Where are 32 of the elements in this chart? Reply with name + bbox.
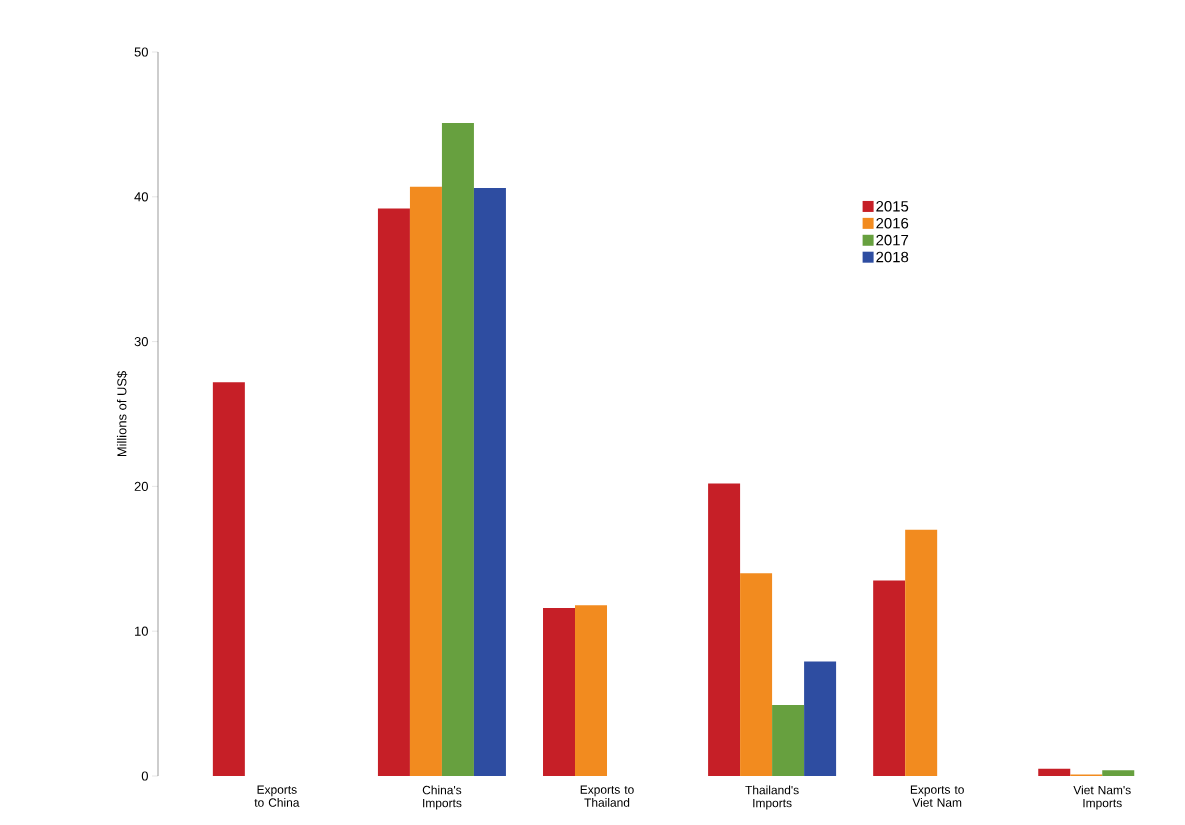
bar: [905, 529, 938, 776]
y-tick-label: 50: [134, 47, 148, 57]
y-tick-label: 20: [134, 481, 148, 491]
bar: [772, 705, 805, 776]
y-tick-label: 40: [134, 192, 148, 202]
legend-label: 2015: [876, 200, 909, 212]
x-tick-label: Thailand's Imports: [745, 785, 799, 810]
x-tick-label: Exports to Thailand: [580, 785, 634, 807]
bar: [543, 608, 576, 776]
bar: [873, 580, 906, 776]
y-tick-label: 30: [134, 337, 148, 347]
bar: [441, 122, 474, 776]
legend-label: 2018: [876, 251, 909, 263]
bar: [575, 605, 608, 776]
bar: [1102, 770, 1135, 776]
bar: [377, 208, 410, 776]
bar: [473, 188, 506, 776]
legend-label: 2017: [876, 234, 909, 246]
y-tick-label: 10: [135, 626, 148, 636]
y-axis-title: Millions of US$: [116, 371, 128, 457]
legend-label: 2016: [876, 217, 909, 229]
bar: [1038, 768, 1071, 776]
x-tick-label: Exports to Viet Nam: [910, 785, 964, 807]
x-tick-label: China's Imports: [422, 785, 462, 810]
x-tick-label: Viet Nam's Imports: [1073, 785, 1131, 810]
bar: [740, 573, 773, 776]
y-tick-label: 0: [141, 771, 148, 781]
bar: [804, 661, 837, 776]
bar: [212, 382, 245, 776]
bar: [409, 186, 442, 776]
x-tick-label: Exports to China: [254, 785, 300, 807]
bar: [708, 483, 741, 776]
